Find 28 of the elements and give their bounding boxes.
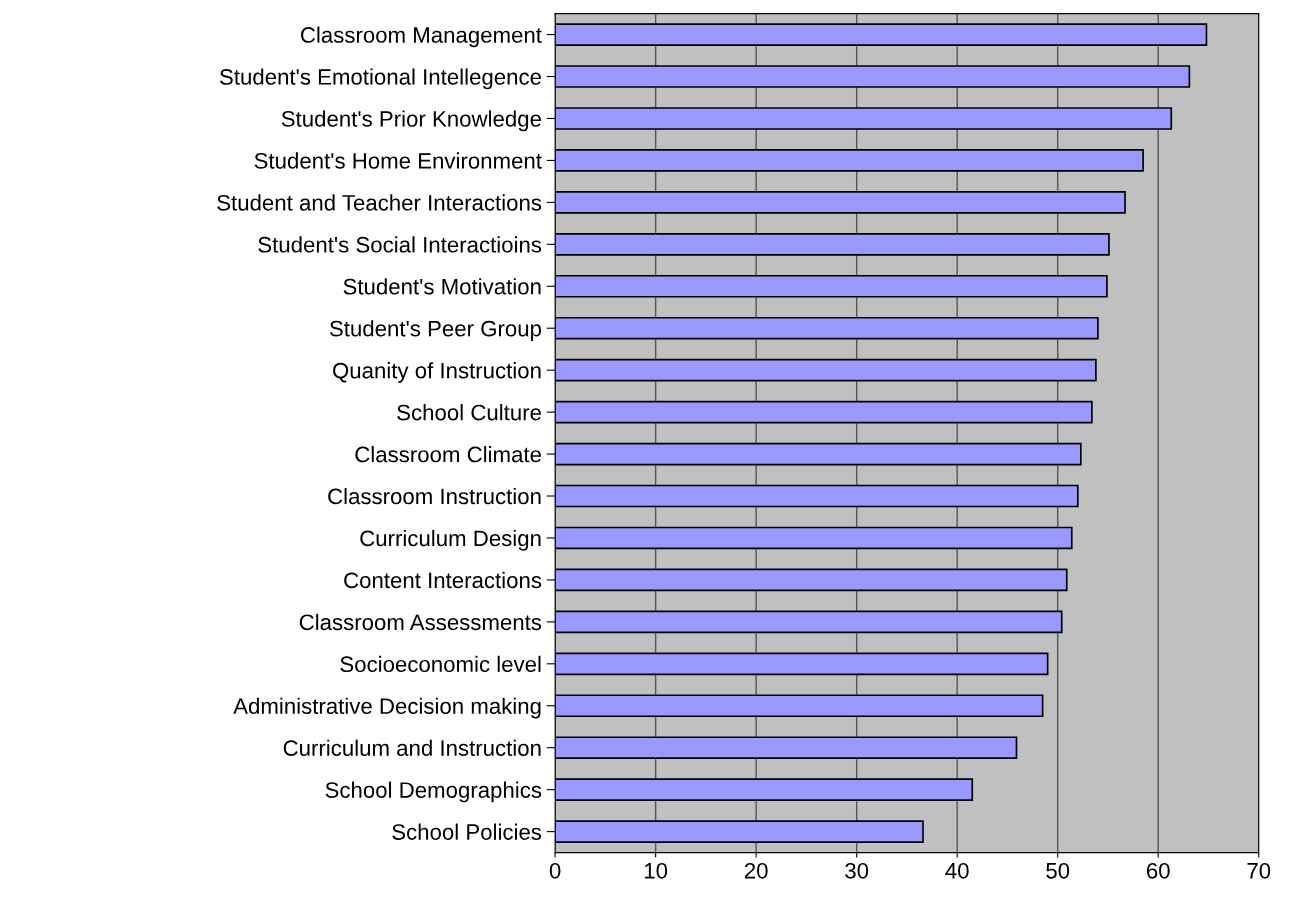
y-tick-label: School Policies	[392, 823, 542, 840]
y-tick-label: Content Interactions	[344, 571, 542, 589]
y-tick-label: Classroom Climate	[355, 446, 541, 463]
x-tick-label: 50	[1046, 862, 1070, 879]
y-tick-label: School Culture	[397, 404, 541, 421]
y-tick-label: Student's Peer Group	[329, 320, 542, 341]
y-tick-label: Administrative Decision making	[233, 697, 541, 719]
y-tick-label: Curriculum Design	[360, 529, 541, 551]
y-tick-label: Classroom Assessments	[299, 613, 542, 631]
y-tick-label: Student's Emotional Intellegence	[219, 68, 541, 90]
y-tick-label: School Demographics	[325, 781, 542, 803]
y-tick-label: Student's Social Interactioins	[258, 236, 542, 253]
x-tick-label: 70	[1247, 862, 1271, 879]
y-tick-label: Socioeconomic level	[340, 655, 541, 673]
y-tick-label: Student's Prior Knowledge	[281, 110, 541, 132]
x-tick-label: 60	[1146, 862, 1170, 879]
x-tick-label: 30	[845, 862, 869, 879]
x-tick-label: 20	[744, 862, 768, 879]
y-tick-label: Classroom Instruction	[328, 487, 541, 505]
y-tick-label: Student's Home Environment	[254, 152, 542, 169]
x-tick-label: 0	[549, 862, 561, 879]
y-tick-label: Classroom Management	[301, 26, 542, 48]
y-tick-label: Student and Teacher Interactions	[217, 194, 542, 211]
x-tick-label: 10	[644, 862, 668, 879]
y-tick-label: Curriculum and Instruction	[283, 739, 541, 756]
y-tick-label: Quanity of Instruction	[333, 362, 541, 383]
y-tick-label: Student's Motivation	[343, 278, 541, 295]
x-tick-label: 40	[945, 862, 969, 879]
